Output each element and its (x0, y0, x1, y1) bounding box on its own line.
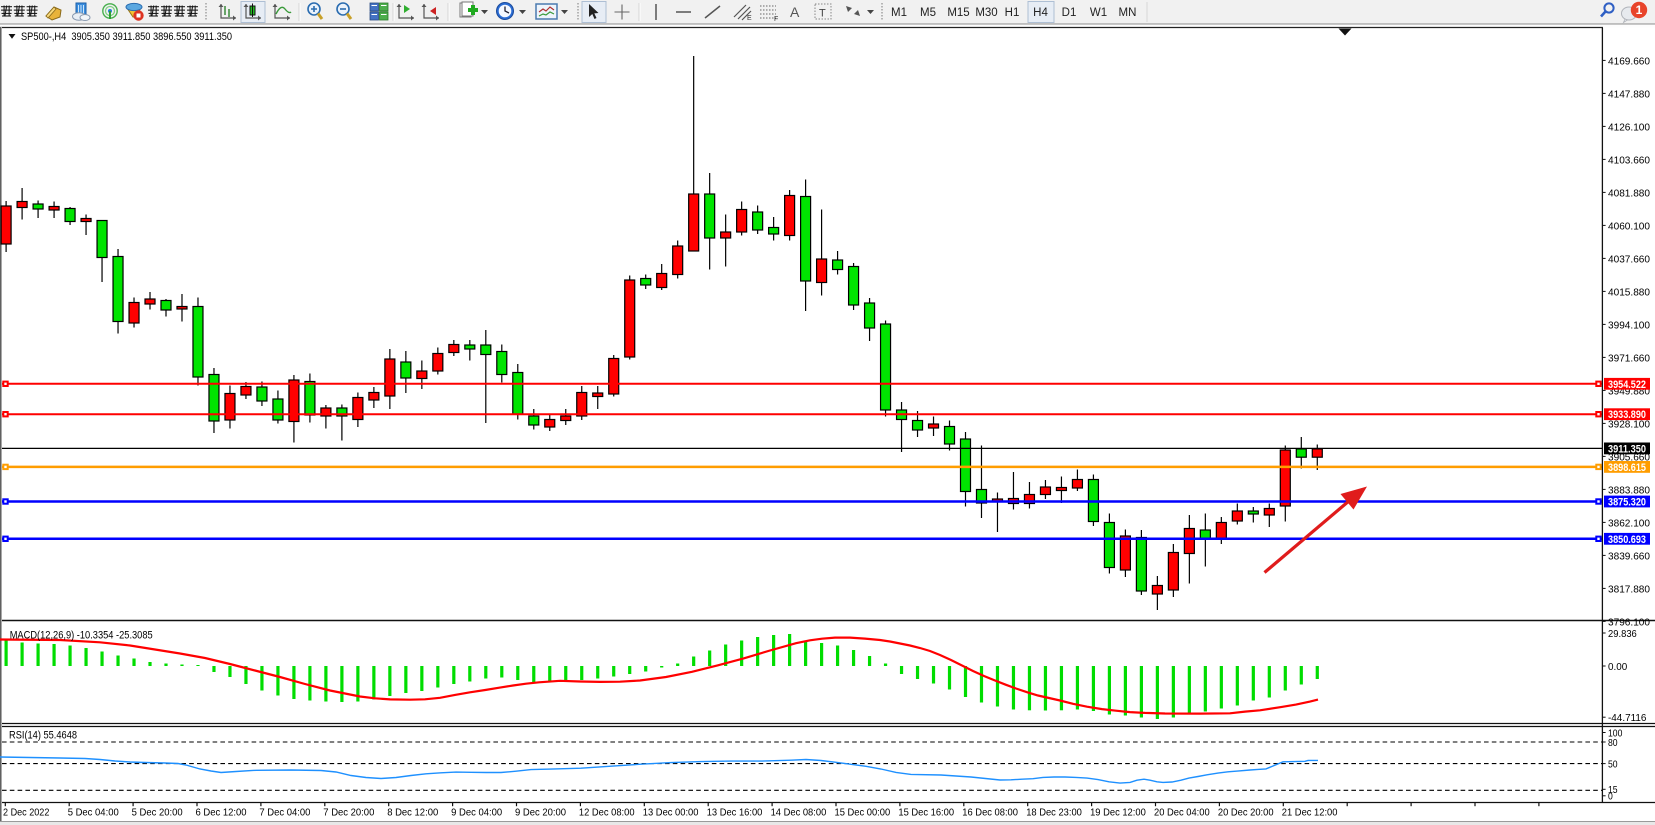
svg-text:M1: M1 (891, 7, 907, 19)
svg-text:3928.100: 3928.100 (1608, 418, 1650, 430)
svg-text:3994.100: 3994.100 (1608, 319, 1650, 331)
svg-text:4015.880: 4015.880 (1608, 286, 1650, 298)
svg-text:100: 100 (1608, 727, 1623, 739)
svg-text:5 Dec 20:00: 5 Dec 20:00 (132, 806, 183, 818)
svg-text:RSI(14) 55.4648: RSI(14) 55.4648 (9, 729, 77, 741)
svg-text:1: 1 (1636, 3, 1643, 17)
svg-text:3971.660: 3971.660 (1608, 352, 1650, 364)
svg-text:5 Dec 04:00: 5 Dec 04:00 (68, 806, 119, 818)
svg-text:15 Dec 16:00: 15 Dec 16:00 (898, 806, 954, 818)
svg-text:0: 0 (1608, 791, 1613, 803)
svg-text:3875.320: 3875.320 (1608, 497, 1646, 509)
svg-text:4060.100: 4060.100 (1608, 220, 1650, 232)
svg-text:4147.880: 4147.880 (1608, 88, 1650, 100)
svg-text:3954.522: 3954.522 (1608, 379, 1646, 391)
svg-text:W1: W1 (1090, 7, 1107, 19)
svg-text:12 Dec 08:00: 12 Dec 08:00 (579, 806, 635, 818)
svg-text:3933.890: 3933.890 (1608, 409, 1646, 421)
svg-text:8 Dec 12:00: 8 Dec 12:00 (387, 806, 438, 818)
svg-text:3862.100: 3862.100 (1608, 517, 1650, 529)
svg-text:16 Dec 08:00: 16 Dec 08:00 (962, 806, 1018, 818)
svg-text:D1: D1 (1062, 7, 1077, 19)
svg-text:7 Dec 20:00: 7 Dec 20:00 (323, 806, 374, 818)
svg-text:6 Dec 12:00: 6 Dec 12:00 (196, 806, 247, 818)
svg-text:3796.100: 3796.100 (1608, 616, 1650, 628)
svg-text:H1: H1 (1005, 7, 1020, 19)
svg-text:15 Dec 00:00: 15 Dec 00:00 (835, 806, 891, 818)
svg-text:4126.100: 4126.100 (1608, 121, 1650, 133)
svg-text:13 Dec 16:00: 13 Dec 16:00 (707, 806, 763, 818)
svg-text:15: 15 (1608, 784, 1618, 796)
svg-text:9 Dec 04:00: 9 Dec 04:00 (451, 806, 502, 818)
svg-text:M15: M15 (947, 7, 969, 19)
svg-text:20 Dec 20:00: 20 Dec 20:00 (1218, 806, 1274, 818)
svg-text:4037.660: 4037.660 (1608, 253, 1650, 265)
svg-text:21 Dec 12:00: 21 Dec 12:00 (1282, 806, 1338, 818)
svg-text:4081.880: 4081.880 (1608, 187, 1650, 199)
svg-text:4169.660: 4169.660 (1608, 55, 1650, 67)
svg-text:19 Dec 12:00: 19 Dec 12:00 (1090, 806, 1146, 818)
svg-text:3883.880: 3883.880 (1608, 484, 1650, 496)
svg-text:13 Dec 00:00: 13 Dec 00:00 (643, 806, 699, 818)
svg-text:SP500-,H4 3905.350 3911.850 3: SP500-,H4 3905.350 3911.850 3896.550 391… (21, 31, 232, 43)
svg-text:9 Dec 20:00: 9 Dec 20:00 (515, 806, 566, 818)
svg-text:T: T (819, 8, 826, 20)
svg-text:29.836: 29.836 (1608, 628, 1637, 640)
svg-text:2 Dec 2022: 2 Dec 2022 (3, 806, 50, 818)
svg-text:3911.350: 3911.350 (1608, 443, 1646, 455)
svg-text:0.00: 0.00 (1608, 661, 1627, 673)
svg-text:M5: M5 (920, 7, 936, 19)
svg-text:20 Dec 04:00: 20 Dec 04:00 (1154, 806, 1210, 818)
svg-text:3898.615: 3898.615 (1608, 462, 1646, 474)
svg-text:E: E (747, 15, 752, 22)
svg-text:F: F (774, 16, 778, 23)
svg-text:14 Dec 08:00: 14 Dec 08:00 (771, 806, 827, 818)
svg-text:MN: MN (1119, 7, 1137, 19)
svg-text:A: A (790, 4, 800, 20)
svg-text:7 Dec 04:00: 7 Dec 04:00 (259, 806, 310, 818)
svg-text:3839.660: 3839.660 (1608, 550, 1650, 562)
svg-text:3817.880: 3817.880 (1608, 583, 1650, 595)
svg-text:3850.693: 3850.693 (1608, 534, 1646, 546)
svg-text:50: 50 (1608, 759, 1618, 771)
svg-text:4103.660: 4103.660 (1608, 154, 1650, 166)
svg-text:18 Dec 23:00: 18 Dec 23:00 (1026, 806, 1082, 818)
svg-text:M30: M30 (975, 7, 997, 19)
svg-text:80: 80 (1608, 737, 1618, 749)
svg-text:H4: H4 (1033, 7, 1048, 19)
svg-text:MACD(12,26,9) -10.3354 -25.308: MACD(12,26,9) -10.3354 -25.3085 (10, 629, 153, 641)
svg-text:-44.7116: -44.7116 (1608, 712, 1647, 724)
